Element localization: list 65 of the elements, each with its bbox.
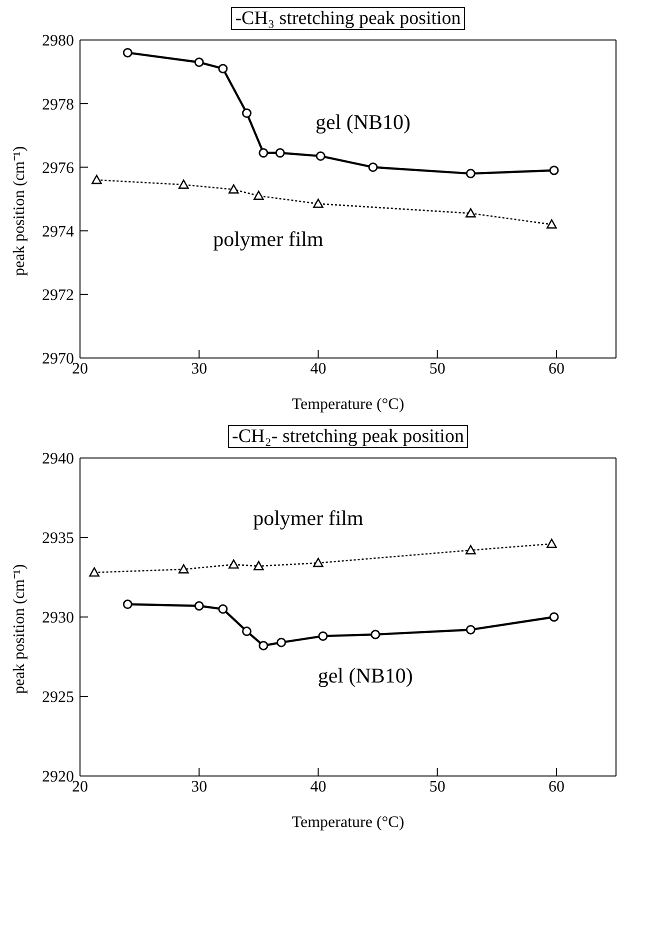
y-tick-label: 2970 xyxy=(42,350,74,368)
series-label: polymer film xyxy=(253,506,364,530)
point xyxy=(242,626,252,636)
y-tick-label: 2935 xyxy=(42,530,74,548)
point xyxy=(316,151,326,161)
point xyxy=(122,600,132,610)
point xyxy=(466,545,476,554)
point xyxy=(218,64,228,74)
x-tick-label: 30 xyxy=(191,360,208,378)
point xyxy=(275,148,285,158)
y-tick-label: 2930 xyxy=(42,610,74,627)
y-tick-label: 2974 xyxy=(42,223,74,240)
point xyxy=(194,601,204,611)
point xyxy=(242,108,252,118)
y-tick-label: 2980 xyxy=(42,32,74,50)
point xyxy=(254,560,264,570)
y-tick-label: 2940 xyxy=(42,450,74,468)
point xyxy=(194,58,204,68)
point xyxy=(89,567,100,577)
point xyxy=(254,190,264,200)
point xyxy=(122,48,132,58)
point xyxy=(228,559,239,569)
point xyxy=(549,612,559,622)
y-tick-label: 2925 xyxy=(42,689,74,706)
x-tick-label: 50 xyxy=(429,778,446,796)
x-tick-label: 40 xyxy=(310,360,326,378)
y-tick-label: 2976 xyxy=(42,160,74,177)
point xyxy=(313,558,324,568)
point xyxy=(466,208,476,218)
x-axis-title: Temperature (°C) xyxy=(290,814,406,832)
y-axis-title: peak position (cm⁻¹) xyxy=(10,146,29,276)
point xyxy=(318,631,328,641)
point xyxy=(228,184,239,194)
x-tick-label: 20 xyxy=(72,360,88,378)
point xyxy=(549,166,559,176)
series-label: polymer film xyxy=(213,226,324,251)
point xyxy=(178,564,189,574)
chart-title: -CH₂- stretching peak position xyxy=(228,425,468,448)
point xyxy=(178,180,189,189)
point xyxy=(313,198,324,208)
point xyxy=(258,148,268,158)
x-axis-title: Temperature (°C) xyxy=(290,396,406,414)
point xyxy=(546,538,557,548)
point xyxy=(466,168,476,178)
chart-title: -CH₃ stretching peak position xyxy=(231,7,465,30)
series-label: gel (NB10) xyxy=(315,110,411,134)
point xyxy=(218,604,228,614)
point xyxy=(92,174,102,184)
point xyxy=(276,638,286,648)
x-tick-label: 40 xyxy=(310,778,326,796)
x-tick-label: 30 xyxy=(191,778,208,796)
x-tick-label: 20 xyxy=(72,778,88,796)
series-label: gel (NB10) xyxy=(318,663,413,688)
y-tick-label: 2972 xyxy=(42,287,74,304)
x-tick-label: 60 xyxy=(548,360,564,378)
point xyxy=(368,162,378,172)
y-axis-title: peak position (cm⁻¹) xyxy=(10,564,29,694)
point xyxy=(466,624,476,634)
point xyxy=(258,640,268,650)
y-tick-label: 2920 xyxy=(42,768,74,786)
y-tick-label: 2978 xyxy=(42,96,74,114)
point xyxy=(546,219,557,229)
x-tick-label: 50 xyxy=(429,360,446,378)
point xyxy=(370,630,380,640)
x-tick-label: 60 xyxy=(548,778,564,796)
